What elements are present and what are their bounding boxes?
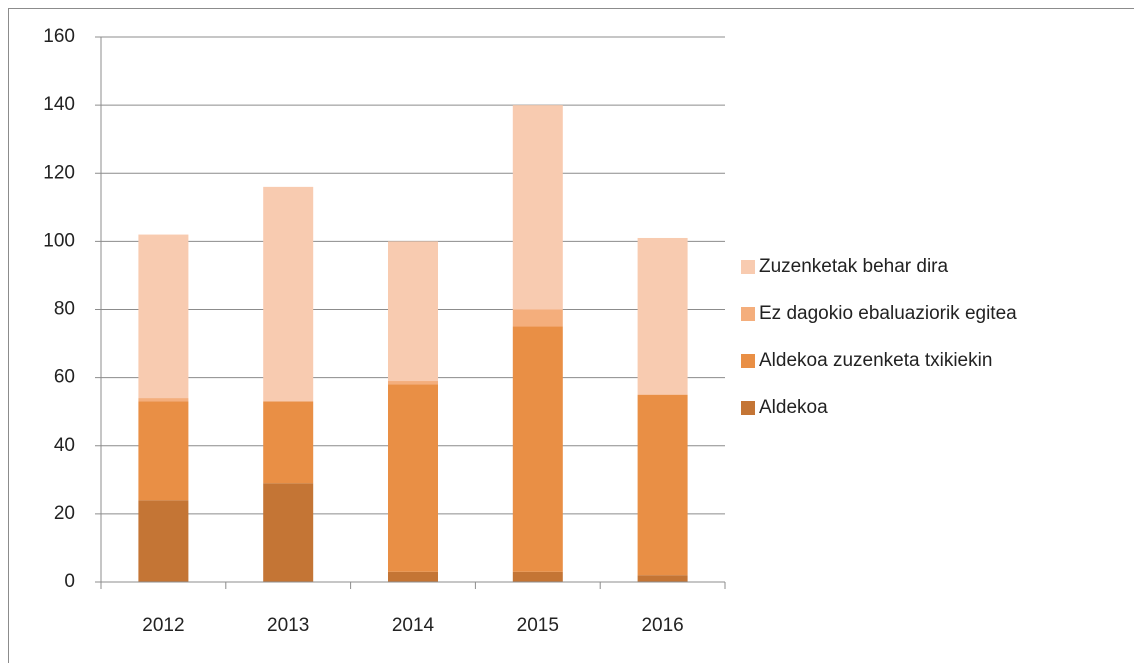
legend-swatch [741, 354, 755, 368]
y-tick-label: 140 [43, 94, 75, 115]
legend-label: Aldekoa [759, 397, 828, 418]
bar-segment [512, 326, 563, 572]
bar-segment [138, 500, 189, 582]
y-tick-label: 100 [43, 230, 75, 251]
legend-swatch [741, 307, 755, 321]
bar-segment [512, 309, 563, 327]
x-tick-label: 2015 [517, 615, 559, 636]
bar-segment [263, 401, 314, 484]
y-tick-label: 20 [54, 503, 75, 524]
bar-segment [512, 571, 563, 582]
x-tick-label: 2013 [267, 615, 309, 636]
y-tick-label: 0 [64, 571, 75, 592]
bar-segment [138, 401, 189, 501]
y-tick-label: 60 [54, 367, 75, 388]
y-tick-label: 80 [54, 299, 75, 320]
bar-segment [637, 237, 688, 395]
bar-segment [637, 575, 688, 582]
bar-segment [388, 571, 438, 582]
bar-segment [138, 234, 189, 399]
bar-segment [388, 384, 438, 572]
chart-frame [8, 8, 1134, 663]
bar-segment [263, 483, 314, 582]
bar-segment [512, 105, 563, 310]
y-tick-label: 120 [43, 162, 75, 183]
x-tick-label: 2014 [392, 615, 435, 636]
legend-label: Zuzenketak behar dira [759, 256, 948, 277]
bar-segment [388, 381, 438, 385]
legend-label: Ez dagokio ebaluaziorik egitea [759, 303, 1017, 324]
legend-swatch [741, 401, 755, 415]
bar-segment [388, 241, 438, 382]
legend-swatch [741, 260, 755, 274]
x-tick-label: 2016 [641, 615, 683, 636]
y-tick-label: 40 [54, 435, 75, 456]
bar-segment [263, 186, 314, 402]
x-tick-label: 2012 [142, 615, 184, 636]
bar-segment [637, 394, 688, 576]
legend-label: Aldekoa zuzenketa txikiekin [759, 350, 992, 371]
y-tick-label: 160 [43, 26, 75, 47]
bar-segment [138, 398, 189, 402]
